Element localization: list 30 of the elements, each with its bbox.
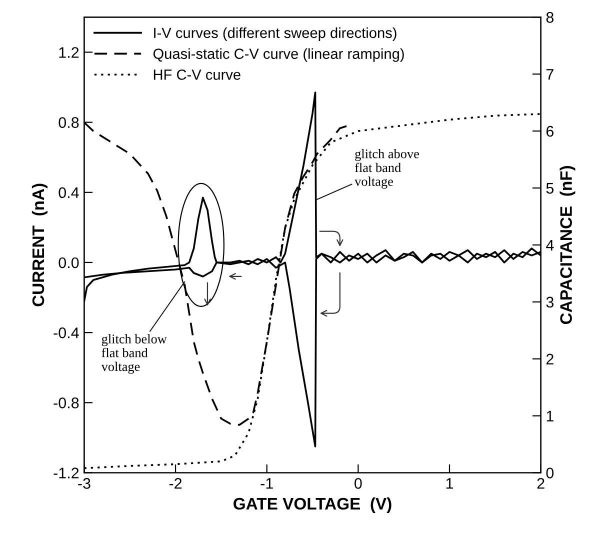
x-tick-label: -1: [260, 478, 273, 489]
y-tick-label: -0.4: [54, 327, 79, 338]
y2-axis-title: CAPACITANCE (nF): [560, 166, 576, 324]
y-tick-label: -1.2: [54, 468, 79, 478]
y2-tick-label: 4: [546, 240, 554, 250]
y2-tick-label: 8: [546, 12, 554, 23]
y-tick-label: 0.0: [58, 257, 79, 268]
x-tick-label: 2: [537, 478, 544, 489]
x-tick-label: -2: [169, 478, 182, 489]
y-tick-label: -0.8: [54, 398, 79, 408]
y-axis-title: CURRENT (nA): [32, 184, 48, 306]
x-tick-label: 0: [354, 478, 362, 489]
y2-tick-label: 5: [546, 183, 554, 194]
y2-tick-label: 0: [546, 468, 554, 478]
annotation: glitch above flat band voltage: [354, 149, 419, 189]
y2-tick-label: 3: [546, 296, 554, 308]
annotation: glitch below flat band voltage: [101, 334, 167, 374]
x-tick-label: -3: [78, 478, 90, 489]
y2-tick-label: 1: [546, 410, 554, 422]
x-tick-label: 1: [446, 478, 453, 489]
y-tick-label: 0.4: [58, 187, 79, 198]
y-tick-label: 1.2: [59, 47, 79, 58]
y2-tick-label: 2: [546, 354, 554, 364]
legend-label: I-V curves (different sweep directions): [154, 27, 396, 41]
x-axis-title: GATE VOLTAGE (V): [234, 497, 392, 513]
y-tick-label: 0.8: [58, 117, 79, 128]
legend-label: Quasi-static C-V curve (linear ramping): [153, 48, 404, 62]
y2-tick-label: 7: [546, 69, 554, 80]
y2-tick-label: 6: [546, 126, 554, 137]
legend-label: HF C-V curve: [154, 70, 240, 80]
